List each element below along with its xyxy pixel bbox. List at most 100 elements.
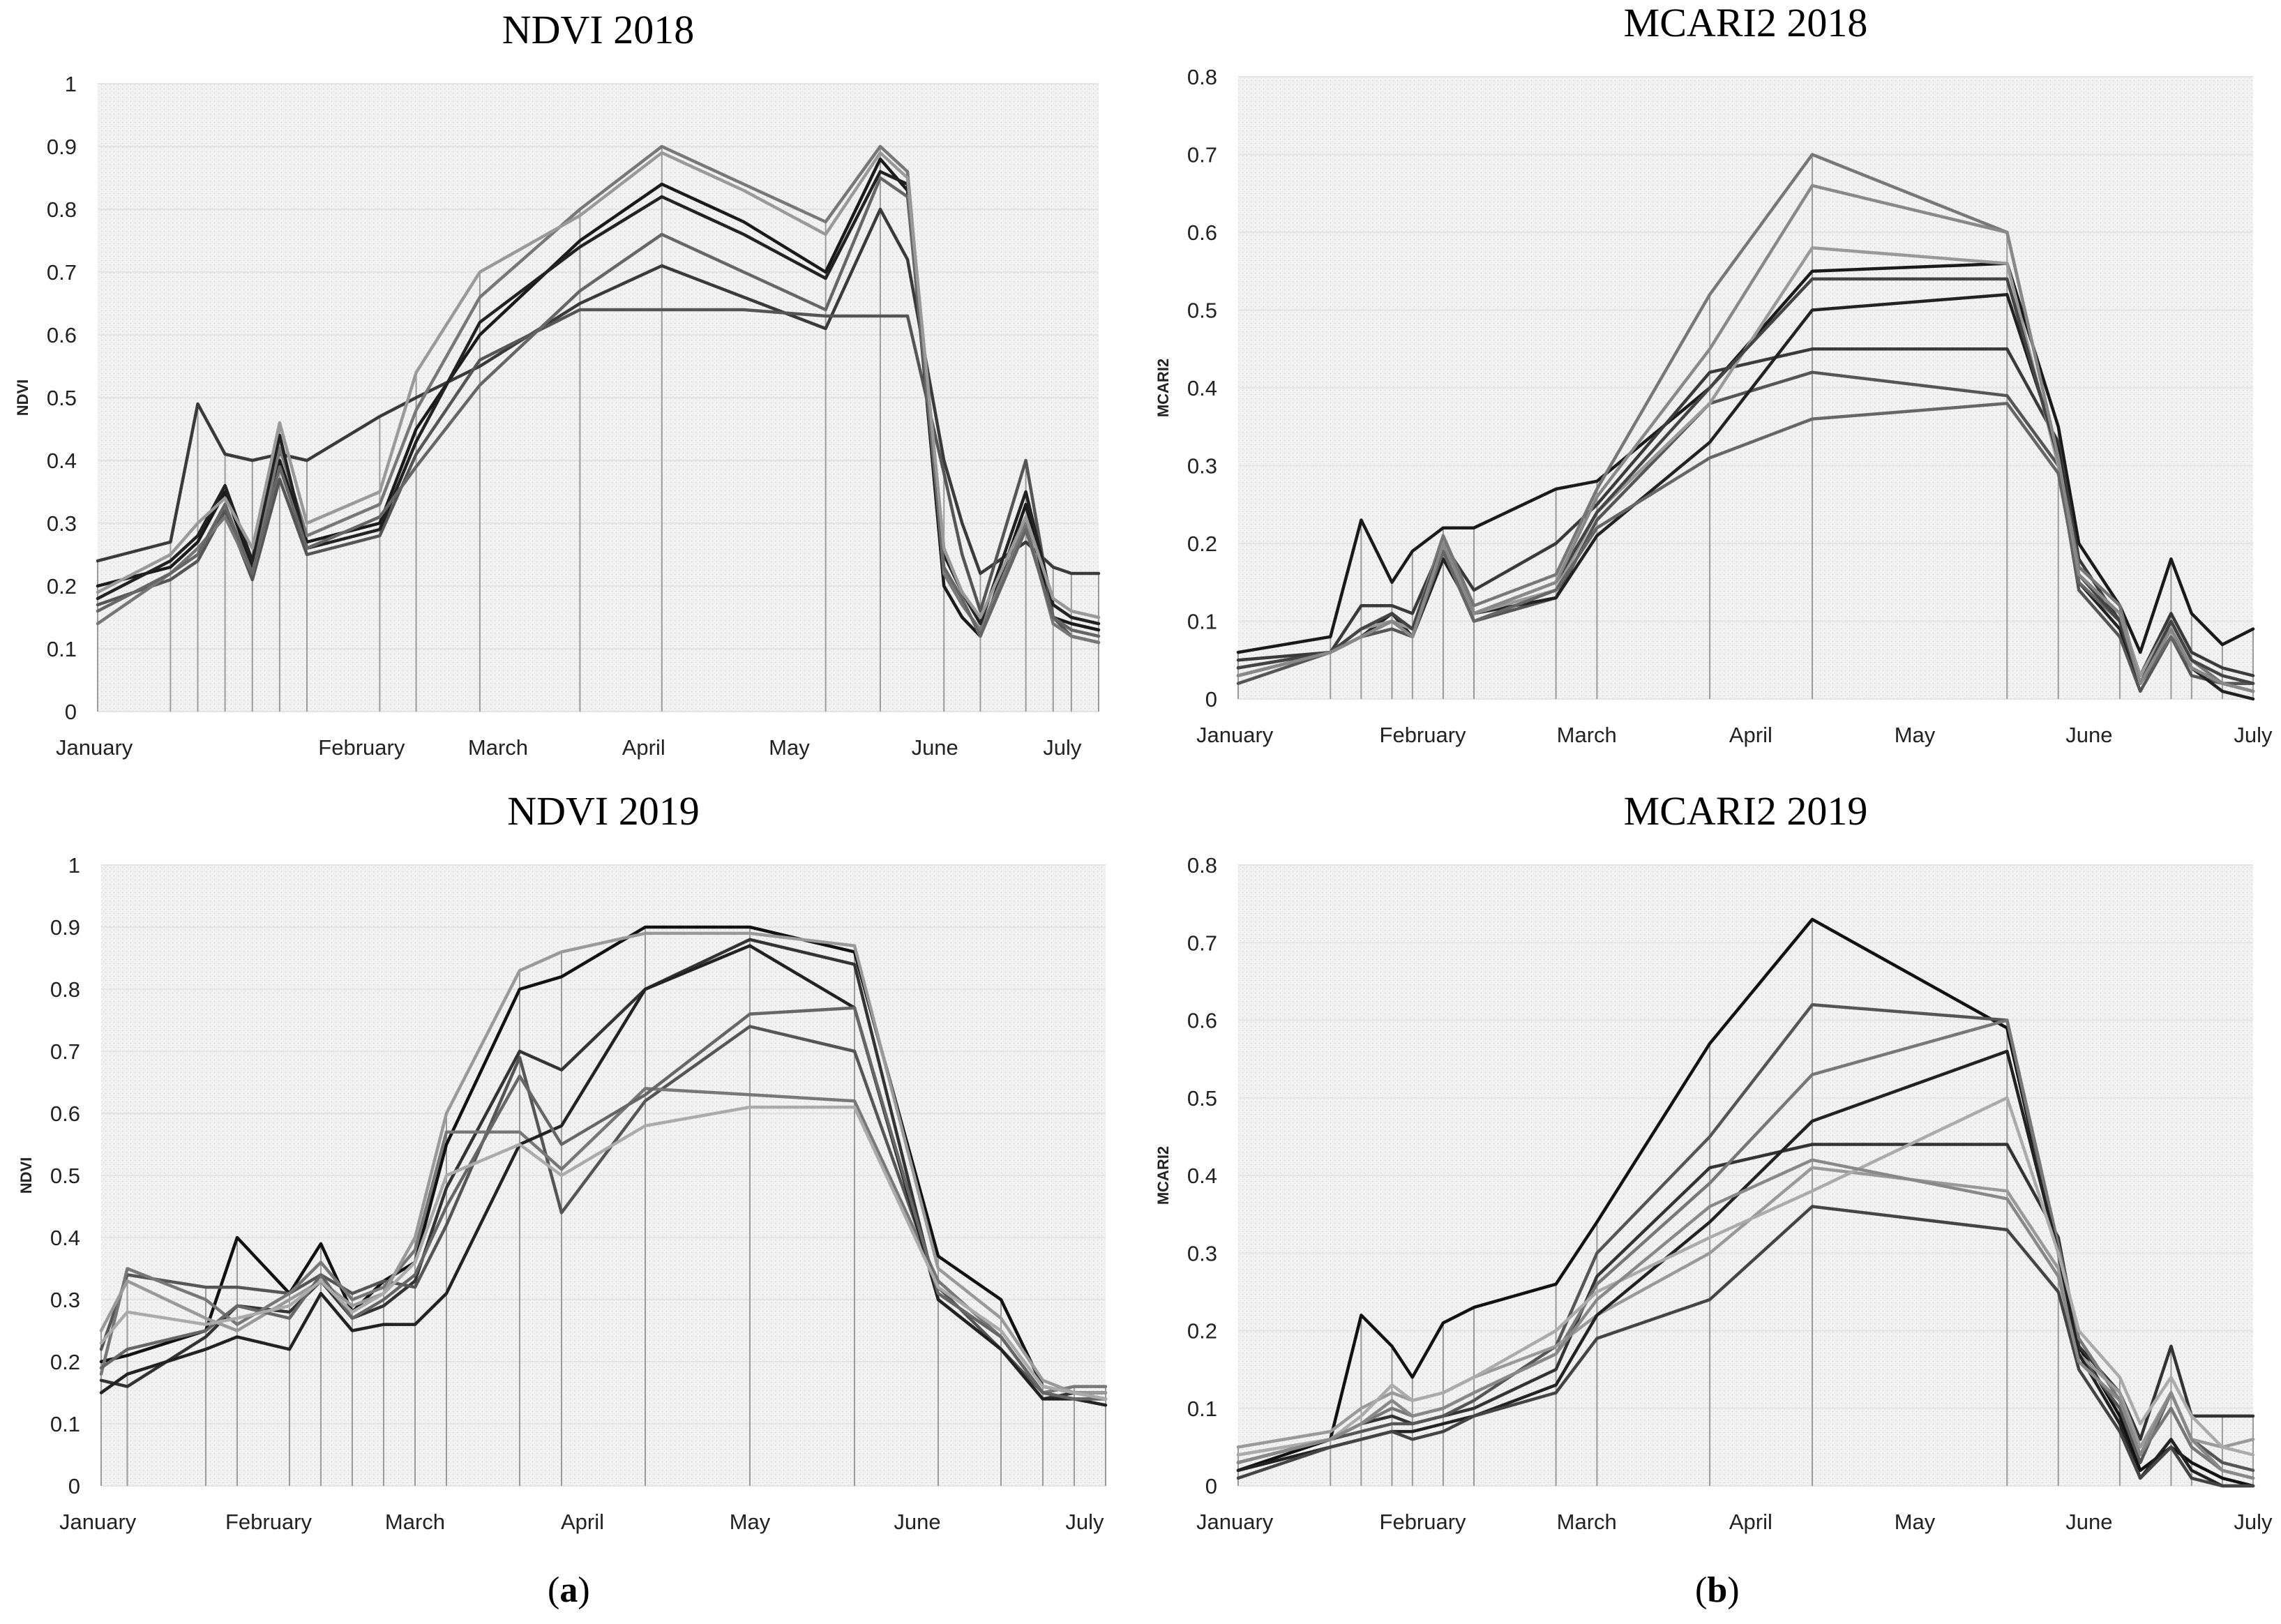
- chart-ndvi-2018: NDVI 2018 0 0.1 0.2 0.3 0.4 0.5 0.6 0.7 0.8 0.9 1 ND…: [0, 0, 1130, 774]
- series-line-s5: [96, 170, 1101, 626]
- y-tick-label: 0.5: [50, 1164, 80, 1188]
- x-tick-label: May: [1895, 1510, 1936, 1534]
- y-tick-label: 0.4: [50, 1226, 80, 1250]
- caption-a-close: ): [578, 1570, 590, 1610]
- y-tick-label: 0.4: [1187, 376, 1217, 400]
- x-tick-label: May: [769, 735, 810, 760]
- x-tick-label: April: [1729, 1510, 1772, 1534]
- y-tick-label: 0.2: [47, 574, 77, 599]
- x-tick-label: February: [1380, 1510, 1467, 1534]
- y-tick-label: 0.6: [1187, 1009, 1217, 1033]
- x-tick-label: March: [385, 1510, 445, 1534]
- caption-b-close: ): [1727, 1570, 1740, 1610]
- chart-ndvi-2019: NDVI 2019 0 0.1 0.2 0.3 0.4 0.5 0.6 0.7 0.8 0.9 1 ND…: [0, 774, 1130, 1542]
- x-tick-label: April: [1729, 723, 1772, 747]
- y-tick-label: 0.5: [1187, 1086, 1217, 1111]
- y-tick-label: 0.5: [1187, 299, 1217, 323]
- x-tick-label: January: [1196, 723, 1274, 747]
- y-tick-label: 0: [1205, 687, 1217, 712]
- caption-a-open: (: [548, 1570, 560, 1610]
- y-tick-label: 0.9: [50, 915, 80, 940]
- y-tick-label: 0.1: [1187, 610, 1217, 634]
- y-tick-label: 0.3: [47, 511, 77, 536]
- chart-ndvi-2018-svg: NDVI 2018 0 0.1 0.2 0.3 0.4 0.5 0.6 0.7 0.8 0.9 1 ND…: [14, 7, 1101, 760]
- y-tick-label: 0.2: [1187, 532, 1217, 556]
- y-tick-label: 0.3: [50, 1288, 80, 1312]
- y-tick-label: 1: [65, 72, 77, 96]
- y-tick-label: 0.8: [1187, 853, 1217, 878]
- x-tick-label: February: [1380, 723, 1467, 747]
- y-tick-label: 0.8: [50, 977, 80, 1002]
- y-tick-label: 0.8: [1187, 65, 1217, 89]
- caption-a-letter: a: [559, 1570, 578, 1610]
- y-tick-label: 0.7: [47, 260, 77, 285]
- chart-mcari2-2019-svg: MCARI2 2019 0 0.1 0.2 0.3 0.4 0.5 0.6 0.7 0.8 MCAR…: [1154, 788, 2273, 1534]
- y-axis-label: NDVI: [17, 1157, 35, 1194]
- series-line-s6: [99, 944, 1108, 1407]
- series-line-s8: [1236, 277, 2255, 685]
- series-line-s1: [99, 925, 1108, 1394]
- caption-b-open: (: [1695, 1570, 1708, 1610]
- x-tick-label: April: [561, 1510, 604, 1534]
- series-line-s7: [1236, 1096, 2255, 1457]
- x-tick-label: July: [1065, 1510, 1104, 1534]
- series-line-s2: [1236, 1143, 2255, 1464]
- series-line-s9: [1236, 1158, 2255, 1480]
- chart-title: MCARI2 2019: [1624, 788, 1868, 834]
- series-line-s9: [1236, 183, 2255, 693]
- y-tick-label: 0.6: [47, 323, 77, 347]
- x-tick-label: June: [894, 1510, 940, 1534]
- y-tick-label: 0: [1205, 1474, 1217, 1498]
- x-tick-label: July: [2234, 723, 2273, 747]
- series-line-s2: [1236, 347, 2255, 677]
- chart-mcari2-2019: MCARI2 2019 0 0.1 0.2 0.3 0.4 0.5 0.6 0.7 0.8 MCAR…: [1137, 774, 2281, 1542]
- caption-a: (a): [548, 1570, 590, 1611]
- series-line-s6: [96, 176, 1101, 638]
- x-tick-label: June: [2065, 723, 2112, 747]
- y-tick-label: 0.5: [47, 386, 77, 410]
- chart-title: NDVI 2018: [502, 7, 694, 52]
- y-tick-label: 0.4: [1187, 1164, 1217, 1188]
- chart-ndvi-2019-svg: NDVI 2019 0 0.1 0.2 0.3 0.4 0.5 0.6 0.7 0.8 0.9 1 ND…: [17, 788, 1108, 1534]
- y-tick-label: 0: [68, 1474, 80, 1498]
- x-tick-label: January: [59, 1510, 137, 1534]
- caption-b-letter: b: [1707, 1570, 1728, 1610]
- x-tick-label: July: [2234, 1510, 2273, 1534]
- y-tick-label: 0.6: [50, 1102, 80, 1126]
- y-axis-label: MCARI2: [1154, 359, 1172, 417]
- series-line-s8: [1236, 1205, 2255, 1488]
- chart-title: NDVI 2019: [507, 788, 699, 834]
- x-tick-label: April: [622, 735, 665, 760]
- y-tick-label: 0.4: [47, 449, 77, 473]
- caption-b: (b): [1695, 1570, 1740, 1611]
- y-tick-label: 0.1: [50, 1412, 80, 1436]
- x-tick-label: January: [1196, 1510, 1274, 1534]
- chart-title: MCARI2 2018: [1624, 0, 1868, 45]
- x-tick-label: January: [56, 735, 133, 760]
- chart-mcari2-2018: MCARI2 2018 0 0.1 0.2 0.3 0.4 0.5 0.6 0.7 0.8 MCAR…: [1137, 0, 2281, 774]
- series-line-s4: [99, 1087, 1108, 1394]
- y-tick-label: 0.2: [1187, 1319, 1217, 1344]
- x-tick-label: February: [318, 735, 405, 760]
- x-tick-label: May: [730, 1510, 771, 1534]
- x-tick-label: March: [1557, 723, 1617, 747]
- x-tick-label: March: [468, 735, 528, 760]
- y-axis-label: MCARI2: [1154, 1146, 1172, 1205]
- y-tick-label: 0.7: [50, 1039, 80, 1064]
- series-line-s5: [99, 931, 1108, 1394]
- y-tick-label: 0.8: [47, 197, 77, 222]
- x-tick-label: June: [2065, 1510, 2112, 1534]
- y-tick-label: 0.9: [47, 135, 77, 159]
- y-tick-label: 0.7: [1187, 143, 1217, 167]
- series-line-s4: [1236, 1018, 2255, 1480]
- y-tick-label: 0.6: [1187, 220, 1217, 245]
- chart-mcari2-2018-svg: MCARI2 2018 0 0.1 0.2 0.3 0.4 0.5 0.6 0.7 0.8 MCAR…: [1154, 0, 2273, 747]
- y-tick-label: 1: [68, 853, 80, 878]
- y-axis-label: NDVI: [14, 379, 31, 416]
- y-tick-label: 0.1: [47, 637, 77, 661]
- y-tick-label: 0.3: [1187, 1241, 1217, 1265]
- series-line-s1: [1236, 262, 2255, 654]
- y-tick-label: 0.2: [50, 1350, 80, 1374]
- series-line-s8: [99, 1105, 1108, 1401]
- x-tick-label: May: [1895, 723, 1936, 747]
